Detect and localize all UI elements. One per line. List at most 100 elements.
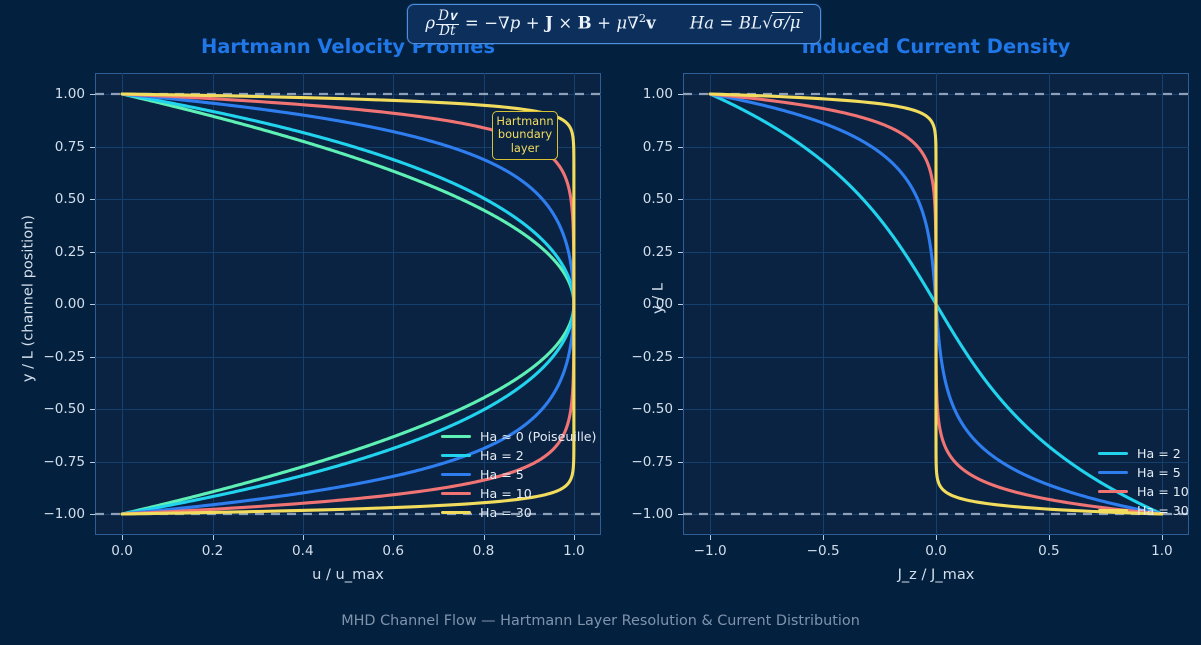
legend-color-swatch bbox=[441, 510, 471, 515]
legend-current[interactable]: Ha = 2 Ha = 5 Ha = 10 Ha = 30 bbox=[1098, 444, 1189, 520]
x-axis-tick bbox=[393, 535, 395, 540]
gridline-horizontal bbox=[95, 409, 601, 410]
velocity-vector: v bbox=[646, 13, 656, 33]
cross-product-symbol: × bbox=[558, 13, 573, 33]
x-axis-tick bbox=[936, 535, 938, 540]
legend-item-label: Ha ≈ 0 (Poiseuille) bbox=[480, 429, 597, 444]
legend-item[interactable]: Ha = 2 bbox=[1098, 444, 1189, 463]
y-axis-tick-label: 0.75 bbox=[54, 138, 85, 155]
legend-color-swatch bbox=[1098, 470, 1128, 475]
x-axis-tick bbox=[710, 535, 712, 540]
equals-sign: = bbox=[464, 13, 479, 33]
x-axis-tick bbox=[212, 535, 214, 540]
legend-item-label: Ha = 10 bbox=[480, 486, 532, 501]
legend-item-label: Ha = 5 bbox=[480, 467, 524, 482]
square-root-group: √σ/μ bbox=[762, 12, 803, 33]
y-axis-tick bbox=[678, 251, 683, 253]
y-axis-tick-label: 0.50 bbox=[642, 191, 673, 207]
y-axis-tick bbox=[90, 251, 95, 253]
y-axis-tick-label: −0.25 bbox=[43, 348, 85, 365]
x-axis-label-current: J_z / J_max bbox=[897, 566, 975, 583]
legend-item[interactable]: Ha ≈ 0 (Poiseuille) bbox=[441, 427, 596, 446]
y-axis-tick bbox=[90, 461, 95, 463]
series-curve bbox=[120, 92, 576, 516]
y-axis-tick-label: 1.00 bbox=[54, 86, 85, 102]
legend-item-label: Ha = 5 bbox=[1137, 465, 1181, 480]
x-axis-tick-label: 1.0 bbox=[563, 543, 585, 559]
legend-color-swatch bbox=[441, 453, 471, 458]
y-axis-tick bbox=[90, 304, 95, 306]
legend-color-swatch bbox=[1098, 508, 1128, 513]
gridline-horizontal bbox=[683, 514, 1189, 515]
y-axis-tick bbox=[90, 514, 95, 516]
legend-item[interactable]: Ha = 30 bbox=[441, 503, 596, 522]
legend-item-label: Ha = 30 bbox=[1137, 503, 1189, 518]
y-axis-tick-label: −1.00 bbox=[631, 506, 673, 522]
x-axis-tick-label: 0.2 bbox=[201, 543, 224, 559]
legend-color-swatch bbox=[441, 491, 471, 496]
legend-item[interactable]: Ha = 5 bbox=[441, 465, 596, 484]
figure-caption: MHD Channel Flow — Hartmann Layer Resolu… bbox=[341, 613, 860, 629]
y-axis-tick bbox=[678, 304, 683, 306]
x-axis-tick-label: −0.5 bbox=[806, 543, 840, 559]
y-axis-tick bbox=[90, 146, 95, 148]
legend-item-label: Ha = 2 bbox=[480, 448, 524, 463]
pressure-gradient-term: −∇p bbox=[484, 13, 521, 33]
x-axis-tick bbox=[122, 535, 124, 540]
y-axis-label-velocity: y / L (channel position) bbox=[19, 214, 37, 383]
x-axis-tick bbox=[823, 535, 825, 540]
y-axis-tick-label: −0.50 bbox=[631, 401, 673, 417]
legend-item[interactable]: Ha = 30 bbox=[1098, 501, 1189, 520]
legend-item[interactable]: Ha = 10 bbox=[1098, 482, 1189, 501]
equation-banner: ρ D𝐯 Dt = −∇p + J × B + μ∇2v Ha = BL√σ/μ bbox=[407, 4, 821, 44]
x-axis-tick bbox=[302, 535, 305, 540]
gridline-horizontal bbox=[95, 514, 601, 515]
plus-sign-2: + bbox=[597, 13, 611, 33]
y-axis-tick-label: 0.25 bbox=[642, 243, 673, 260]
y-axis-tick-label: −0.25 bbox=[631, 348, 673, 365]
y-axis-tick-label: 0.00 bbox=[54, 296, 85, 312]
legend-color-swatch bbox=[1098, 489, 1128, 494]
mu-symbol: μ bbox=[616, 13, 628, 33]
legend-color-swatch bbox=[1098, 451, 1128, 456]
y-axis-tick bbox=[678, 199, 683, 201]
legend-item[interactable]: Ha = 2 bbox=[441, 446, 596, 465]
x-axis-tick-label: 0.6 bbox=[382, 543, 404, 559]
legend-item-label: Ha = 30 bbox=[480, 505, 532, 520]
curve-layer-current bbox=[683, 92, 1189, 516]
gridline-horizontal bbox=[95, 94, 601, 95]
gridline-horizontal bbox=[95, 146, 601, 148]
y-axis-tick-label: 0.00 bbox=[642, 296, 673, 312]
annotation-line-2: boundary bbox=[497, 127, 553, 142]
plot-area-current bbox=[683, 73, 1189, 535]
y-axis-tick-label: −1.00 bbox=[43, 506, 85, 522]
y-axis-tick bbox=[678, 146, 683, 148]
y-axis-tick bbox=[678, 94, 683, 96]
curve-layer-velocity bbox=[95, 92, 601, 516]
x-axis-label-velocity: u / u_max bbox=[312, 566, 384, 583]
x-axis-tick bbox=[573, 535, 576, 540]
annotation-line-3: layer bbox=[510, 140, 540, 155]
laplacian-symbol: ∇ bbox=[627, 13, 639, 33]
legend-color-swatch bbox=[441, 434, 471, 439]
legend-item[interactable]: Ha = 5 bbox=[1098, 463, 1189, 482]
y-axis-tick-label: 1.00 bbox=[642, 86, 673, 102]
y-axis-tick-label: 0.25 bbox=[54, 243, 85, 260]
equation-text: ρ D𝐯 Dt = −∇p + J × B + μ∇2v Ha = BL√σ/μ bbox=[425, 9, 803, 39]
legend-item-label: Ha = 10 bbox=[1137, 484, 1189, 499]
legend-item[interactable]: Ha = 10 bbox=[441, 484, 596, 503]
x-axis-tick-label: 1.0 bbox=[1151, 543, 1173, 559]
hartmann-equals-sign: = bbox=[719, 13, 734, 33]
y-axis-label-current: y / L bbox=[649, 283, 667, 314]
material-derivative-fraction: D𝐯 Dt bbox=[436, 9, 459, 39]
x-axis-tick-label: 0.5 bbox=[1038, 543, 1060, 559]
axis-spine-bottom bbox=[95, 533, 601, 535]
x-axis-tick-label: 0.0 bbox=[925, 543, 947, 559]
y-axis-tick bbox=[90, 409, 95, 411]
gridline-horizontal bbox=[95, 199, 601, 200]
x-axis-tick-label: −1.0 bbox=[693, 543, 727, 559]
legend-velocity[interactable]: Ha ≈ 0 (Poiseuille) Ha = 2 Ha = 5 Ha = 10 Ha… bbox=[441, 427, 596, 522]
gridline-horizontal bbox=[95, 356, 601, 358]
y-axis-tick bbox=[678, 356, 683, 358]
